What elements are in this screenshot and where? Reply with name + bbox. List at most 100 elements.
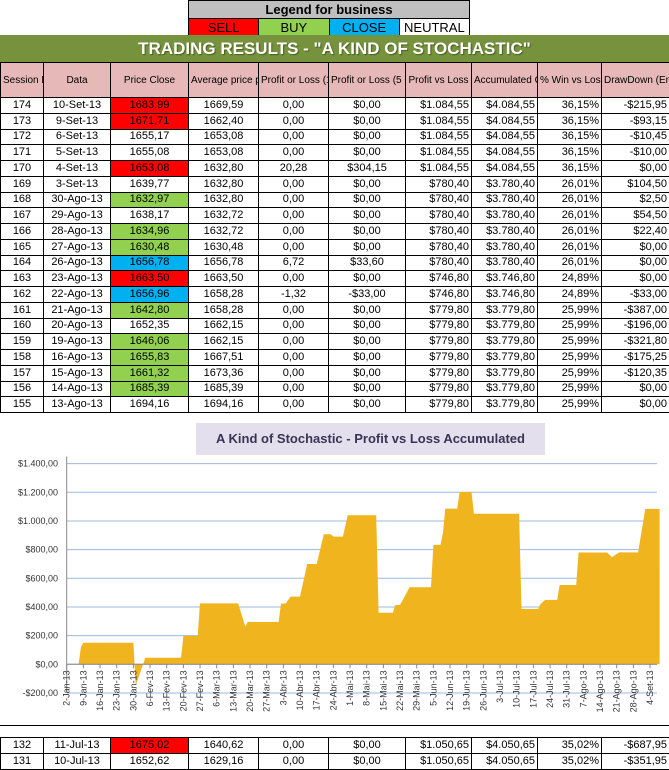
legend-item-neutral: NEUTRAL: [400, 19, 469, 36]
cell-date: 16-Ago-13: [44, 350, 111, 366]
cell-price-close: 1663,50: [111, 271, 189, 287]
cell-win-pct: 26,01%: [538, 224, 602, 240]
cell-pl-1cfd: 0,00: [259, 145, 329, 161]
page-title: TRADING RESULTS - "A KIND OF STOCHASTIC": [0, 35, 669, 62]
cell-avg-price: 1662,15: [189, 318, 259, 334]
cell-accumulated-capital: $3.780,40: [472, 224, 538, 240]
cell-pl-1cfd: 0,00: [259, 381, 329, 397]
x-tick-label: 31-Jul-13: [562, 670, 572, 708]
cell-date: 29-Ago-13: [44, 208, 111, 224]
cell-profit-vs-loss: $1.084,55: [406, 113, 472, 129]
cell-drawdown: $0,00: [602, 239, 669, 255]
cell-accumulated-capital: $4.084,55: [472, 145, 538, 161]
column-header: Accumulated Capital: [472, 63, 538, 98]
x-tick-label: 28-Ago-13: [628, 670, 638, 712]
cell-avg-price: 1653,08: [189, 145, 259, 161]
cell-pl-1cfd: 6,72: [259, 255, 329, 271]
cell-avg-price: 1656,78: [189, 255, 259, 271]
cell-win-pct: 25,99%: [538, 302, 602, 318]
cell-session: 131: [1, 753, 44, 769]
cell-avg-price: 1629,16: [189, 753, 259, 769]
cell-price-close: 1655,17: [111, 129, 189, 145]
cell-price-close: 1652,62: [111, 753, 189, 769]
y-tick-label: $800,00: [25, 545, 58, 555]
cell-drawdown: -$215,95: [602, 98, 669, 114]
cell-accumulated-capital: $3.779,80: [472, 365, 538, 381]
cell-price-close: 1685,39: [111, 381, 189, 397]
cell-avg-price: 1663,50: [189, 271, 259, 287]
cell-avg-price: 1685,39: [189, 381, 259, 397]
profit-loss-chart[interactable]: -$200,00$0,00$200,00$400,00$600,00$800,0…: [0, 413, 669, 725]
cell-pl-1cfd: 20,28: [259, 161, 329, 177]
cell-pl-1cfd: -1,32: [259, 287, 329, 303]
cell-accumulated-capital: $3.746,80: [472, 287, 538, 303]
cell-profit-vs-loss: $779,80: [406, 381, 472, 397]
cell-session: 168: [1, 192, 44, 208]
cell-drawdown: -$10,00: [602, 145, 669, 161]
cell-session: 160: [1, 318, 44, 334]
cell-accumulated-capital: $3.779,80: [472, 334, 538, 350]
cell-date: 15-Ago-13: [44, 365, 111, 381]
cell-profit-vs-loss: $1.050,65: [406, 738, 472, 754]
cell-win-pct: 36,15%: [538, 129, 602, 145]
cell-win-pct: 25,99%: [538, 318, 602, 334]
cell-win-pct: 36,15%: [538, 98, 602, 114]
cell-win-pct: 36,15%: [538, 113, 602, 129]
x-tick-label: 30-Jan-13: [128, 670, 138, 711]
cell-price-close: 1638,17: [111, 208, 189, 224]
cell-pl-1cfd: 0,00: [259, 318, 329, 334]
cell-drawdown: $0,00: [602, 161, 669, 177]
cell-price-close: 1694,16: [111, 397, 189, 413]
cell-win-pct: 25,99%: [538, 334, 602, 350]
cell-session: 172: [1, 129, 44, 145]
cell-win-pct: 35,02%: [538, 753, 602, 769]
cell-profit-vs-loss: $1.084,55: [406, 98, 472, 114]
y-tick-label: $1.000,00: [18, 516, 58, 526]
x-tick-label: 7-Ago-13: [578, 670, 588, 707]
cell-price-close: 1630,48: [111, 239, 189, 255]
cell-accumulated-capital: $4.084,55: [472, 161, 538, 177]
cell-date: 13-Ago-13: [44, 397, 111, 413]
x-tick-label: 1-Mai-13: [345, 670, 355, 706]
cell-win-pct: 26,01%: [538, 239, 602, 255]
cell-drawdown: -$93,15: [602, 113, 669, 129]
cell-pl-5cfd: $0,00: [329, 113, 406, 129]
cell-drawdown: $0,00: [602, 271, 669, 287]
x-tick-label: 13-Fev-13: [162, 670, 172, 711]
column-header: Data: [44, 63, 111, 98]
cell-date: 10-Set-13: [44, 98, 111, 114]
cell-avg-price: 1694,16: [189, 397, 259, 413]
cell-avg-price: 1673,36: [189, 365, 259, 381]
cell-drawdown: -$120,35: [602, 365, 669, 381]
cell-avg-price: 1632,80: [189, 176, 259, 192]
cell-price-close: 1653,08: [111, 161, 189, 177]
cell-pl-5cfd: $0,00: [329, 239, 406, 255]
cell-session: 155: [1, 397, 44, 413]
cell-date: 27-Ago-13: [44, 239, 111, 255]
cell-date: 28-Ago-13: [44, 224, 111, 240]
cell-pl-5cfd: $0,00: [329, 365, 406, 381]
cell-date: 23-Ago-13: [44, 271, 111, 287]
cell-avg-price: 1662,40: [189, 113, 259, 129]
cell-pl-5cfd: $0,00: [329, 381, 406, 397]
cell-profit-vs-loss: $779,80: [406, 397, 472, 413]
legend-title: Legend for business: [189, 1, 469, 19]
cell-date: 4-Set-13: [44, 161, 111, 177]
cell-avg-price: 1632,80: [189, 192, 259, 208]
cell-profit-vs-loss: $1.050,65: [406, 753, 472, 769]
cell-accumulated-capital: $4.050,65: [472, 753, 538, 769]
cell-win-pct: 25,99%: [538, 381, 602, 397]
x-tick-label: 21-Ago-13: [612, 670, 622, 712]
column-header: DrawDown (EndDay): [602, 63, 669, 98]
cell-price-close: 1646,06: [111, 334, 189, 350]
